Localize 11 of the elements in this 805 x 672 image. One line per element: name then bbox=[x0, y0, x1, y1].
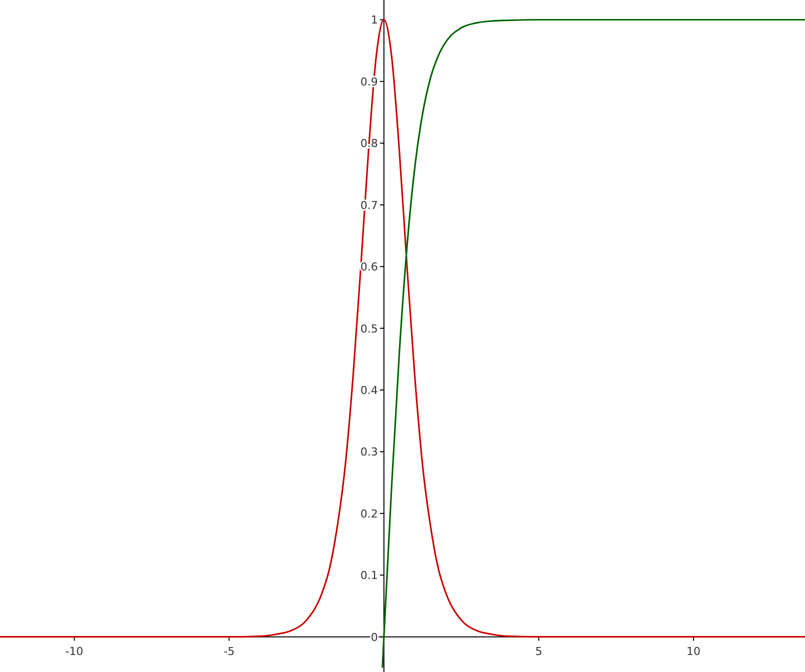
y-tick-label: 0.4 bbox=[360, 384, 378, 397]
y-tick-label: 0.3 bbox=[360, 446, 378, 459]
x-tick-label: 10 bbox=[686, 644, 701, 658]
x-tick-label: -5 bbox=[224, 644, 235, 658]
line-series bbox=[382, 18, 805, 668]
y-tick-label: 1 bbox=[370, 14, 378, 27]
y-tick-label: 0.2 bbox=[360, 507, 378, 520]
y-tick-label: 0.1 bbox=[360, 569, 378, 582]
x-tick-label: -10 bbox=[65, 644, 84, 658]
y-tick-label: 0.5 bbox=[360, 322, 378, 336]
x-tick-label: 5 bbox=[535, 644, 542, 658]
